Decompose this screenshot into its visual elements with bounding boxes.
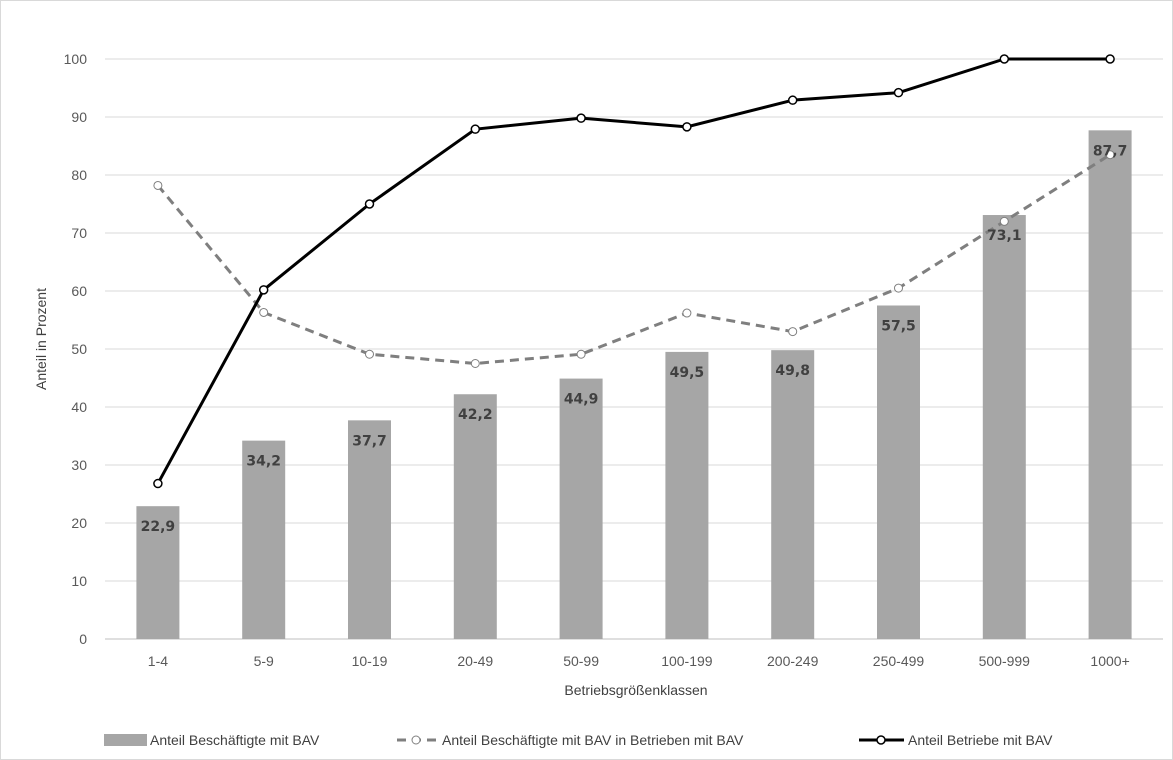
betriebe-point — [258, 285, 269, 295]
beschaeftigte-in-betrieben-point — [682, 308, 692, 318]
x-tick-label: 50-99 — [563, 653, 599, 669]
beschaeftigte-in-betrieben-point — [788, 327, 798, 337]
betriebe-point — [787, 95, 798, 105]
x-tick-label: 500-999 — [979, 653, 1031, 669]
bar — [242, 440, 286, 639]
y-tick-label: 90 — [71, 109, 87, 125]
y-tick-label: 0 — [79, 631, 87, 647]
legend-label: Anteil Beschäftigte mit BAV — [150, 732, 320, 748]
betriebe-line — [156, 57, 1111, 485]
y-tick-label: 40 — [71, 399, 87, 415]
bar-data-label: 49,8 — [775, 363, 810, 379]
bar-data-label: 22,9 — [141, 519, 176, 535]
betriebe-point — [576, 113, 586, 123]
beschaeftigte-in-betrieben-point — [894, 283, 903, 293]
x-tick-label: 200-249 — [767, 653, 819, 669]
beschaeftigte-in-betrieben-point — [576, 349, 586, 359]
betriebe-point — [1105, 54, 1115, 64]
legend: Anteil Beschäftigte mit BAV Anteil Beschä… — [104, 732, 1053, 748]
betriebe-point — [364, 199, 375, 209]
y-tick-label: 20 — [71, 515, 87, 531]
betriebe-point — [682, 122, 692, 132]
bar — [877, 305, 920, 639]
betriebe-point — [893, 87, 904, 98]
bar — [348, 420, 391, 639]
bar-data-label: 49,5 — [670, 365, 705, 381]
bar-data-label: 73,1 — [987, 228, 1022, 244]
line-series — [153, 54, 1115, 489]
y-tick-label: 50 — [71, 341, 87, 357]
beschaeftigte-in-betrieben-point — [153, 180, 163, 190]
y-tick-label: 60 — [71, 283, 87, 299]
y-tick-label: 30 — [71, 457, 87, 473]
betriebe-point — [153, 478, 163, 489]
x-tick-label: 250-499 — [873, 653, 925, 669]
bar-data-label: 37,7 — [352, 433, 387, 449]
x-axis-ticks: 1-4 5-9 10-19 20-49 50-99 100-199 200-249 250-4… — [148, 653, 1130, 669]
bar — [453, 394, 497, 639]
bar — [665, 351, 709, 639]
legend-swatch-bar — [104, 734, 147, 746]
bar — [559, 378, 603, 639]
bar — [1088, 130, 1132, 639]
beschaeftigte-in-betrieben-point — [1105, 150, 1115, 160]
beschaeftigte-in-betrieben-point — [259, 307, 269, 317]
y-tick-label: 70 — [71, 225, 87, 241]
x-tick-label: 20-49 — [457, 653, 493, 669]
beschaeftigte-in-betrieben-point — [365, 349, 374, 359]
x-tick-label: 5-9 — [254, 653, 274, 669]
x-tick-label: 10-19 — [352, 653, 388, 669]
bar-data-label: 57,5 — [881, 319, 916, 335]
betriebe-point — [999, 54, 1010, 64]
legend-swatch-marker — [411, 735, 421, 745]
legend-label: Anteil Betriebe mit BAV — [908, 732, 1053, 748]
legend-swatch-marker — [876, 735, 886, 745]
x-tick-label: 100-199 — [661, 653, 713, 669]
beschaeftigte-in-betrieben-point — [999, 216, 1009, 226]
x-tick-label: 1000+ — [1090, 653, 1129, 669]
legend-label: Anteil Beschäftigte mit BAV in Betrieben… — [442, 732, 744, 748]
y-tick-label: 100 — [64, 51, 88, 67]
bar-data-label: 34,2 — [246, 454, 281, 470]
y-axis-ticks: 0 10 20 30 40 50 60 70 80 90 100 — [64, 51, 88, 647]
data-labels: 22,9 34,2 37,7 42,2 44,9 49,5 49,8 57,5 73,1 87,7 — [141, 143, 1128, 535]
bar-data-label: 42,2 — [458, 407, 493, 423]
x-axis-title: Betriebsgrößenklassen — [564, 682, 707, 698]
y-tick-label: 10 — [71, 573, 87, 589]
bar — [982, 215, 1026, 639]
beschaeftigte-in-betrieben-line — [156, 153, 1111, 365]
beschaeftigte-in-betrieben-point — [470, 359, 480, 368]
bar-data-label: 87,7 — [1093, 143, 1128, 159]
bar — [136, 506, 180, 639]
x-tick-label: 1-4 — [148, 653, 168, 669]
bar-data-label: 44,9 — [564, 392, 599, 408]
y-axis-title: Anteil in Prozent — [33, 288, 49, 390]
y-tick-label: 80 — [71, 167, 87, 183]
bar-series — [136, 130, 1132, 639]
bar — [771, 350, 815, 639]
betriebe-point — [470, 124, 481, 134]
